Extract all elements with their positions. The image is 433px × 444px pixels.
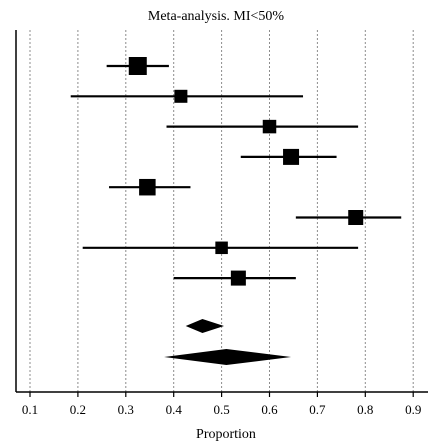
x-tick-label: 0.7 [309, 402, 326, 417]
pooled-estimate-1-diamond [185, 319, 224, 333]
grid-lines [29, 30, 414, 392]
chart-title: Meta-analysis. MI<50% [148, 9, 285, 24]
x-tick-label: 0.8 [357, 402, 373, 417]
study-7-point [215, 241, 228, 255]
x-tick-label: 0.1 [22, 402, 38, 417]
x-tick-label: 0.3 [118, 402, 134, 417]
study-8-point [230, 270, 246, 286]
pooled-estimate-2-diamond [164, 349, 292, 365]
study-rows [70, 57, 402, 286]
x-ticks: 0.1 0.2 0.3 0.4 0.5 0.6 0.7 0.8 0.9 [22, 392, 421, 417]
x-tick-label: 0.2 [70, 402, 86, 417]
study-6-point [348, 210, 364, 225]
x-tick-label: 0.4 [166, 402, 183, 417]
x-tick-label: 0.5 [213, 402, 229, 417]
study-4-point [283, 148, 300, 165]
x-tick-label: 0.6 [261, 402, 278, 417]
study-5-point [139, 178, 156, 196]
study-3-point [262, 119, 277, 134]
x-tick-label: 0.9 [405, 402, 421, 417]
study-2-point [174, 89, 188, 103]
x-axis-label: Proportion [196, 427, 256, 442]
pooled-estimates [164, 319, 292, 365]
study-1-point [128, 57, 147, 75]
